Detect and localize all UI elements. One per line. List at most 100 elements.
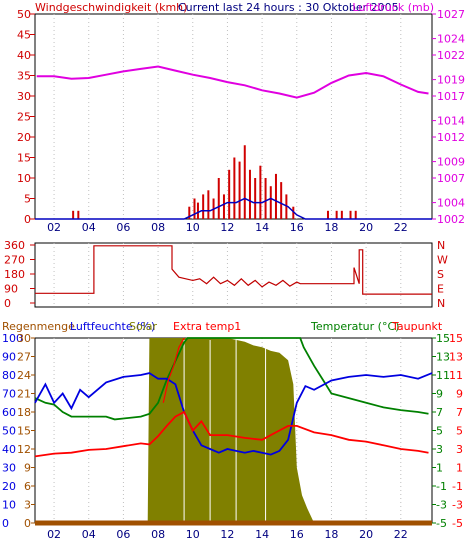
y-left-tick-label: 25 [17, 111, 31, 124]
series-line-extra-temp [162, 337, 185, 403]
y-outer-right-tick-label: 9 [456, 388, 463, 401]
x-ticks-3: 02 04 06 08 10 12 14 16 18 20 22 [47, 528, 408, 541]
x-tick-label: 10 [186, 528, 200, 541]
series-line-direction [35, 245, 432, 295]
series-area-solar [35, 338, 432, 523]
y-inner-right-tick-label: -1 [436, 480, 447, 493]
y-inner-right-tick-label: -5 [436, 517, 447, 530]
label-dewpoint: Taupunkt [391, 320, 443, 333]
y-inner-right-tick-label: 15 [436, 332, 450, 345]
y-inner-right-tick-label: 3 [436, 443, 443, 456]
y-outer-right-tick-label: -1 [452, 480, 463, 493]
y-left-tick-label: 5 [24, 193, 31, 206]
y-outer-left-tick-label: 50 [2, 425, 16, 438]
x-tick-label: 16 [290, 528, 304, 541]
label-extra-temp: Extra temp1 [173, 320, 241, 333]
chart-title: Current last 24 hours : 30 Oktober 2005 [178, 1, 399, 14]
y-inner-left-tick-label: 3 [24, 499, 31, 512]
series-line-temperature [34, 410, 429, 458]
y-left-tick-label: 30 [17, 90, 31, 103]
x-tick-label: 06 [116, 528, 130, 541]
label-temperature: Temperatur (°C) [310, 320, 399, 333]
y-outer-left-tick-label: 10 [2, 499, 16, 512]
y-inner-left-tick-label: 6 [24, 480, 31, 493]
y-left-ticks-1: 0 5 10 15 20 25 30 35 40 45 50 [17, 8, 35, 226]
y-outer-left-tick-label: 40 [2, 443, 16, 456]
x-tick-label: 12 [220, 528, 234, 541]
y-inner-left-tick-label: 30 [17, 332, 31, 345]
x-tick-label: 20 [359, 528, 373, 541]
y-inner-right-tick-label: 5 [436, 425, 443, 438]
x-tick-label: 18 [324, 528, 338, 541]
chart-temp-humidity: Regenmenge Luftfeuchte (%) Solar Extra t… [2, 320, 463, 541]
grid-1 [53, 14, 402, 219]
label-rain: Regenmenge [2, 320, 75, 333]
y-inner-left-tick-label: 9 [24, 462, 31, 475]
x-tick-label: 06 [116, 221, 130, 234]
label-solar: Solar [129, 320, 158, 333]
x-tick-label: 08 [151, 528, 165, 541]
compass-label: W [437, 254, 448, 267]
y-left-tick-label: 50 [17, 8, 31, 21]
y-right-tick-label: 1024 [437, 33, 465, 46]
y-inner-right-tick-label: 9 [436, 388, 443, 401]
series-group-1 [35, 65, 432, 220]
y-right-tick-label: 1009 [437, 156, 465, 169]
y-tick-label: 360 [4, 239, 25, 252]
x-tick-label: 20 [359, 221, 373, 234]
y-left-tick-label: 10 [17, 172, 31, 185]
y-inner-right-tick-label: 7 [436, 406, 443, 419]
y-outer-left-tick-label: 0 [2, 517, 9, 530]
y-right-tick-label: 1027 [437, 8, 465, 21]
y-inner-left-tick-label: 24 [17, 369, 31, 382]
y-inner-left-tick-label: 18 [17, 406, 31, 419]
y-inner-left-tick-label: 12 [17, 443, 31, 456]
y-outer-left-tick-label: 80 [2, 369, 16, 382]
y-inner-right-tick-label: 13 [436, 351, 450, 364]
y-outer-left-tick-label: 60 [2, 406, 16, 419]
y-outer-left-tick-label: 30 [2, 462, 16, 475]
y-left-tick-label: 40 [17, 49, 31, 62]
y-outer-right-tick-label: 5 [456, 425, 463, 438]
x-tick-label: 04 [82, 528, 96, 541]
y-tick-label: 90 [4, 283, 18, 296]
x-tick-label: 16 [290, 221, 304, 234]
y-right-tick-label: 1002 [437, 213, 465, 226]
y-outer-right-tick-label: -3 [452, 499, 463, 512]
series-line-pressure [36, 65, 429, 99]
y-outer-right-tick-label: 15 [449, 332, 463, 345]
y-left-tick-label: 15 [17, 152, 31, 165]
x-tick-label: 18 [324, 221, 338, 234]
series-group-3 [34, 337, 433, 526]
y-left-tick-label: 0 [24, 213, 31, 226]
y-outer-right-tick-label: 13 [449, 351, 463, 364]
x-tick-label: 02 [47, 221, 61, 234]
y-right-tick-label: 1004 [437, 197, 465, 210]
compass-label: E [437, 283, 444, 296]
x-tick-label: 14 [255, 221, 269, 234]
left-axis-title: Windgeschwindigkeit (kmh) [35, 1, 187, 14]
x-tick-label: 10 [186, 221, 200, 234]
y-right-tick-label: 1007 [437, 172, 465, 185]
y-right-tick-label: 1012 [437, 131, 465, 144]
y-outer-left-tick-label: 20 [2, 480, 16, 493]
y-outer-left-tick-label: 90 [2, 351, 16, 364]
y-right-tick-label: 1019 [437, 74, 465, 87]
y-tick-label: 180 [4, 268, 25, 281]
y-inner-left-tick-label: 0 [24, 517, 31, 530]
y-outer-right-tick-label: 3 [456, 443, 463, 456]
series-line-wind [35, 197, 432, 220]
y-outer-right-tick-label: 11 [449, 369, 463, 382]
x-tick-label: 22 [394, 528, 408, 541]
x-tick-label: 14 [255, 528, 269, 541]
y-outer-left-tick-label: 70 [2, 388, 16, 401]
y-right-tick-label: 1014 [437, 115, 465, 128]
y-left-tick-label: 35 [17, 70, 31, 83]
x-tick-label: 02 [47, 528, 61, 541]
plot-frame-2 [34, 242, 433, 308]
series-line-humidity [34, 372, 433, 456]
y-tick-label: 0 [4, 297, 11, 310]
y-ticks-3: 0102030405060708090100036912151821242730… [2, 332, 463, 530]
